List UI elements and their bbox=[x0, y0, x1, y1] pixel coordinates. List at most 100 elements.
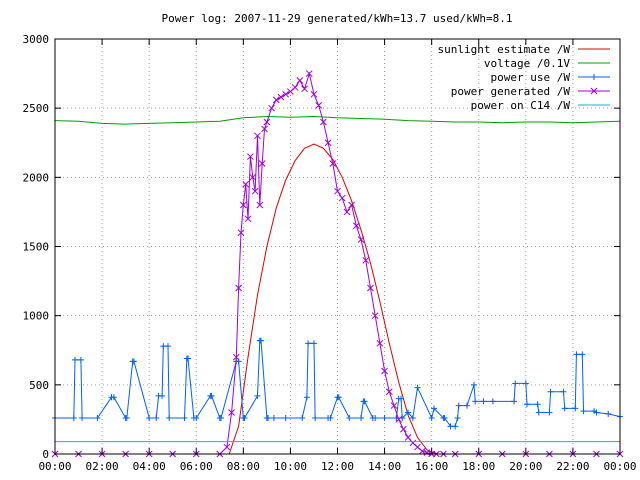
series-point bbox=[228, 409, 235, 416]
series-point bbox=[404, 434, 412, 441]
series-point bbox=[452, 423, 459, 430]
series-point bbox=[560, 388, 567, 395]
series-point bbox=[372, 415, 379, 422]
series-point bbox=[146, 415, 153, 422]
series-point bbox=[258, 160, 266, 167]
series-point bbox=[376, 339, 384, 347]
series-point bbox=[561, 405, 568, 412]
series-point bbox=[335, 394, 342, 401]
series-point bbox=[249, 173, 257, 181]
y-tick-label: 2000 bbox=[23, 171, 50, 184]
series-point bbox=[361, 398, 368, 405]
series-point bbox=[352, 222, 360, 230]
series-0 bbox=[228, 143, 437, 455]
series-point bbox=[346, 415, 353, 422]
y-tick-label: 1000 bbox=[23, 310, 50, 323]
series-point bbox=[573, 351, 580, 358]
x-tick-label: 04:00 bbox=[133, 460, 166, 473]
series-point bbox=[242, 180, 250, 188]
series-point bbox=[296, 77, 304, 84]
series-point bbox=[367, 284, 374, 292]
series-point bbox=[303, 394, 310, 401]
series-point bbox=[395, 416, 403, 423]
series-point bbox=[348, 201, 355, 209]
series-point bbox=[414, 384, 421, 391]
series-point bbox=[409, 415, 416, 422]
series-point bbox=[77, 356, 84, 363]
series-point bbox=[223, 443, 231, 451]
series-point bbox=[418, 447, 426, 455]
series-point bbox=[512, 380, 519, 387]
series-point bbox=[334, 187, 341, 195]
series-point bbox=[305, 340, 312, 347]
series-point bbox=[79, 415, 86, 422]
series-point bbox=[580, 408, 587, 415]
y-tick-label: 500 bbox=[29, 379, 49, 392]
series-point bbox=[535, 409, 542, 416]
series-point bbox=[398, 395, 405, 402]
legend-marker bbox=[591, 74, 597, 80]
series-point bbox=[244, 215, 252, 223]
x-tick-label: 02:00 bbox=[86, 460, 119, 473]
series-point bbox=[130, 358, 137, 365]
series-point bbox=[310, 90, 318, 98]
series-point bbox=[441, 415, 448, 422]
series-point bbox=[579, 351, 586, 358]
series-point bbox=[272, 96, 280, 104]
series-point bbox=[400, 425, 407, 433]
series-point bbox=[251, 187, 259, 195]
y-tick-label: 1500 bbox=[23, 241, 50, 254]
series-point bbox=[232, 353, 240, 361]
series-point bbox=[153, 415, 160, 422]
series-point bbox=[277, 93, 285, 101]
series-point bbox=[310, 340, 317, 347]
ticks: 00:00 02:00 04:00 06:00 08:00 10:00 12:00 14:00… bbox=[23, 33, 637, 473]
series-point bbox=[291, 84, 299, 91]
series-point bbox=[282, 415, 289, 422]
series-point bbox=[123, 415, 130, 422]
series-point bbox=[247, 153, 254, 160]
series-point bbox=[385, 388, 393, 396]
series-point bbox=[94, 415, 101, 422]
series-point bbox=[166, 415, 173, 422]
series-point bbox=[524, 401, 531, 408]
legend-label: power use /W bbox=[491, 71, 571, 84]
series-point bbox=[239, 201, 247, 209]
series-point bbox=[261, 125, 268, 133]
series-layer bbox=[51, 70, 624, 458]
series-point bbox=[455, 402, 462, 409]
legend-label: voltage /0.1V bbox=[484, 57, 570, 70]
series-point bbox=[270, 415, 277, 422]
series-point bbox=[185, 355, 192, 362]
series-point bbox=[480, 398, 487, 405]
series-point bbox=[357, 236, 365, 243]
series-point bbox=[390, 402, 398, 409]
series-point bbox=[338, 194, 346, 202]
series-1 bbox=[54, 115, 621, 125]
series-point bbox=[381, 415, 388, 422]
x-tick-label: 20:00 bbox=[509, 460, 542, 473]
series-point bbox=[305, 70, 313, 77]
series-point bbox=[463, 402, 470, 409]
x-tick-label: 14:00 bbox=[368, 460, 401, 473]
series-line bbox=[228, 143, 437, 455]
legend-label: sunlight estimate /W bbox=[438, 43, 571, 56]
series-point bbox=[511, 398, 518, 405]
series-point bbox=[315, 102, 323, 109]
x-tick-label: 08:00 bbox=[227, 460, 260, 473]
series-point bbox=[405, 409, 412, 416]
series-point bbox=[299, 415, 306, 422]
series-point bbox=[312, 415, 319, 422]
series-point bbox=[268, 104, 275, 112]
series-point bbox=[235, 284, 242, 292]
series-line bbox=[54, 115, 621, 125]
series-point bbox=[241, 415, 248, 422]
series-point bbox=[428, 415, 435, 422]
series-point bbox=[181, 415, 188, 422]
series-point bbox=[472, 398, 479, 405]
y-tick-label: 2500 bbox=[23, 102, 50, 115]
series-point bbox=[593, 409, 600, 416]
series-point bbox=[362, 256, 370, 264]
x-tick-label: 10:00 bbox=[274, 460, 307, 473]
